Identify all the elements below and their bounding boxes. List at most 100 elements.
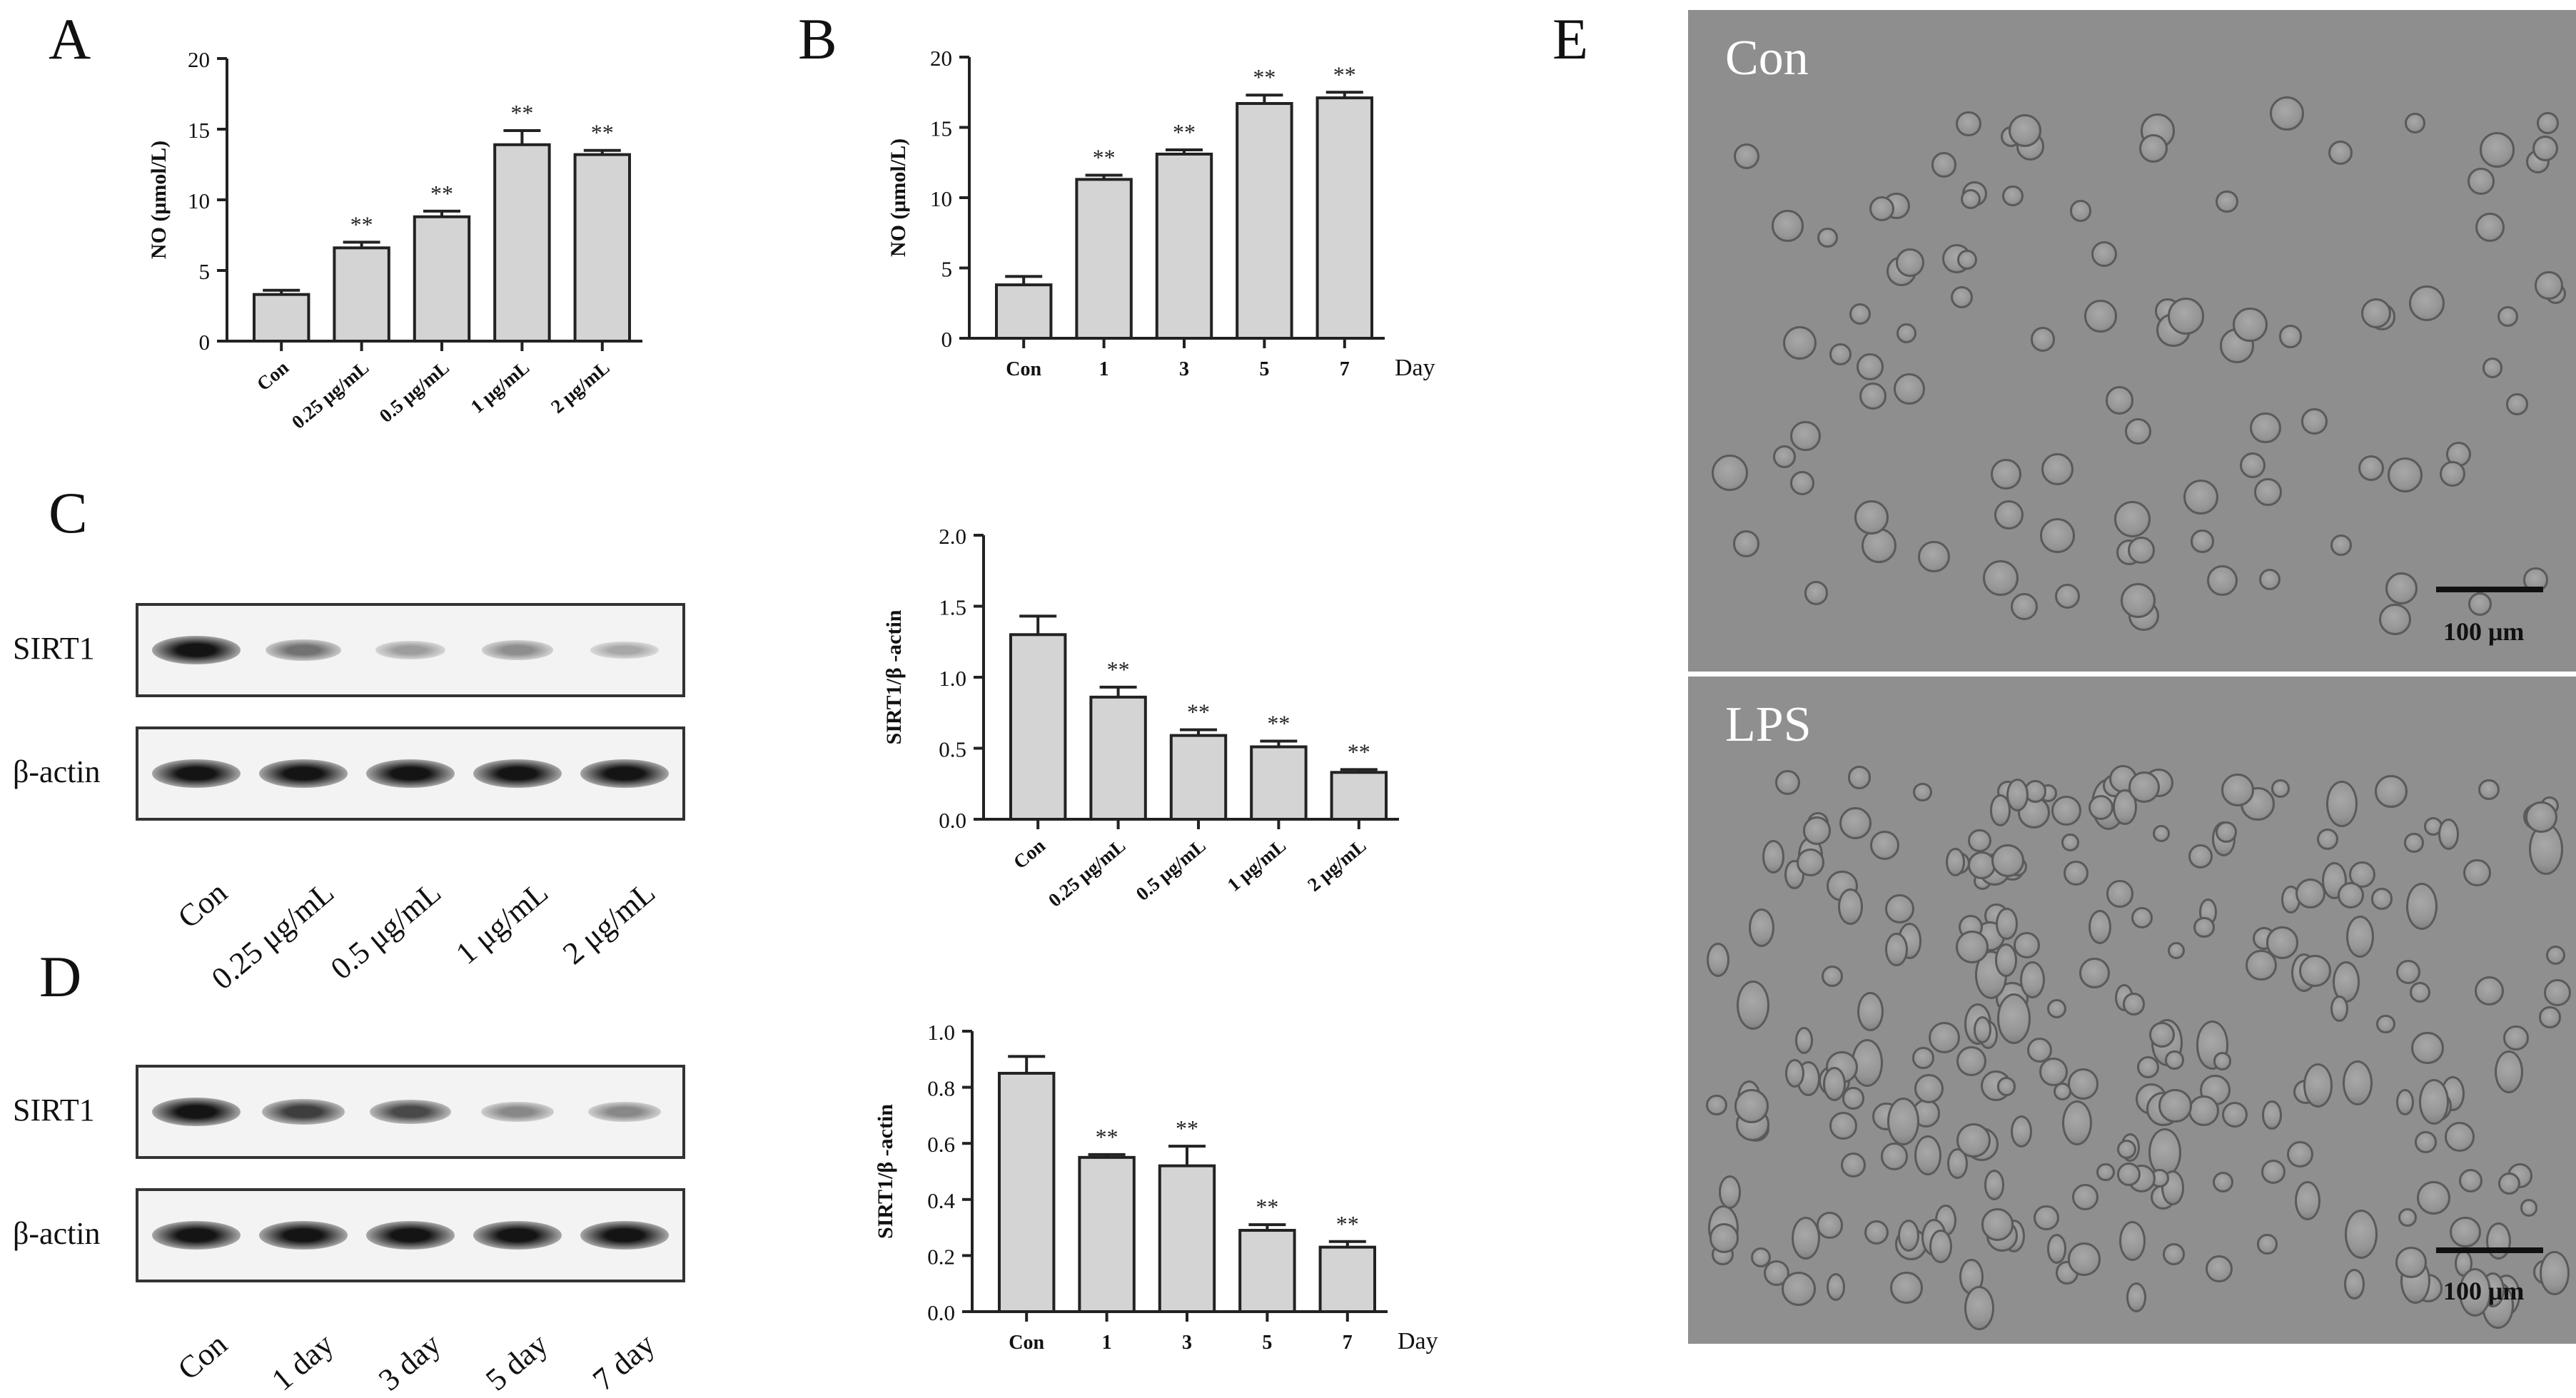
- micrograph-con: Con 100 μm: [1688, 10, 2576, 672]
- micrograph-cell: [2215, 821, 2237, 843]
- chart-a-significance-mark: **: [510, 100, 533, 126]
- micrograph-cell: [2298, 955, 2331, 988]
- chart-b-bar: [1315, 96, 1374, 340]
- micrograph-cell: [2106, 880, 2134, 908]
- micrograph-cell: [1789, 470, 1815, 496]
- micrograph-cell: [2091, 240, 2118, 268]
- chart-c-bar: [1009, 633, 1067, 821]
- micrograph-cell: [2395, 1247, 2427, 1278]
- micrograph-cell: [1804, 581, 1829, 605]
- micrograph-cell: [2468, 592, 2492, 616]
- micrograph-cell: [1967, 829, 1991, 853]
- blot-c-band: [473, 759, 562, 788]
- chart-c-significance-mark: **: [1187, 699, 1210, 725]
- micrograph-cell: [1829, 1112, 1857, 1140]
- blot-d-band: [580, 1221, 670, 1250]
- micrograph-cell: [1964, 1285, 1994, 1330]
- chart-d-y-axis-label: SIRT1/β -actin: [874, 1104, 897, 1239]
- chart-d-significance-mark: **: [1336, 1211, 1359, 1237]
- micrograph-cell: [2449, 1216, 2481, 1248]
- micrograph-cell: [2532, 136, 2558, 162]
- micrograph-cell: [2370, 888, 2393, 911]
- blot-c-band: [481, 640, 554, 660]
- chart-a-bar: [252, 293, 310, 343]
- micrograph-cell: [2404, 112, 2425, 133]
- micrograph-cell: [2405, 883, 2438, 930]
- chart-b-significance-mark: **: [1253, 64, 1276, 90]
- micrograph-cell: [1870, 831, 1900, 861]
- micrograph-cell: [2233, 307, 2268, 343]
- micrograph-cell: [1748, 908, 1775, 947]
- chart-b-x-tick-label: 3: [1179, 358, 1189, 380]
- micrograph-cell: [1947, 1148, 1968, 1179]
- micrograph-cell: [1840, 1153, 1867, 1178]
- chart-a-bar: [333, 246, 390, 343]
- micrograph-cell: [2221, 774, 2255, 807]
- micrograph-cell: [2439, 460, 2465, 487]
- micrograph-cell: [2408, 285, 2445, 321]
- micrograph-cell: [2253, 478, 2282, 506]
- micrograph-cell: [2330, 995, 2349, 1023]
- micrograph-cell: [2505, 393, 2528, 416]
- panel-letter-c: C: [49, 480, 88, 545]
- micrograph-cell: [2322, 861, 2348, 900]
- micrograph-cell: [2249, 412, 2281, 444]
- chart-b-y-tick-label: 5: [941, 257, 953, 282]
- micrograph-cell: [2067, 1242, 2101, 1276]
- micrograph-cell: [2478, 779, 2500, 801]
- micrograph-cell: [2468, 168, 2495, 195]
- micrograph-cell: [2039, 1058, 2068, 1087]
- micrograph-cell: [2358, 455, 2385, 482]
- micrograph-cell: [2105, 386, 2134, 415]
- micrograph-lps: LPS 100 μm: [1688, 677, 2576, 1344]
- blot-d-band: [258, 1221, 348, 1250]
- micrograph-cell: [1897, 1219, 1920, 1252]
- micrograph-cell: [2139, 133, 2168, 163]
- chart-d-x-tick-label: 3: [1182, 1332, 1192, 1354]
- chart-a-y-tick-label: 0: [199, 330, 211, 355]
- micrograph-cell: [2259, 568, 2281, 590]
- micrograph-cell: [1791, 1217, 1820, 1260]
- micrograph-cell: [2343, 1060, 2373, 1106]
- micrograph-cell: [2027, 1038, 2052, 1063]
- blot-c-band: [365, 759, 455, 788]
- micrograph-cell: [2338, 881, 2365, 909]
- micrograph-cell: [2063, 861, 2088, 886]
- micrograph-cell: [2330, 535, 2352, 557]
- blot-d-row-label: SIRT1: [13, 1093, 95, 1128]
- micrograph-cell: [2303, 1063, 2333, 1108]
- micrograph-cell: [2084, 300, 2117, 333]
- micrograph-cell: [1706, 943, 1729, 978]
- micrograph-cell: [2008, 114, 2041, 148]
- micrograph-cell: [1951, 285, 1974, 308]
- chart-b-x-tick-label: Con: [1006, 358, 1041, 380]
- blot-d-band: [365, 1221, 455, 1250]
- micrograph-cell: [2206, 1255, 2233, 1283]
- micrograph-cell: [2221, 1101, 2248, 1128]
- micrograph-cell: [2183, 480, 2218, 515]
- micrograph-cell: [1996, 1077, 2016, 1096]
- micrograph-cell: [2398, 1208, 2418, 1227]
- micrograph-cell: [2051, 795, 2081, 826]
- micrograph-cell: [1864, 1220, 1889, 1245]
- micrograph-cell: [1995, 943, 2018, 977]
- micrograph-cell: [1884, 932, 1908, 967]
- micrograph-cell: [2475, 213, 2505, 243]
- micrograph-cell: [2163, 1242, 2186, 1265]
- micrograph-cell: [1802, 816, 1832, 845]
- micrograph-cell: [2040, 517, 2076, 553]
- blot-d-band: [151, 1221, 241, 1250]
- chart-b-bar: [1155, 152, 1213, 340]
- micrograph-cell: [1734, 1089, 1769, 1124]
- micrograph-cell: [2417, 1180, 2450, 1215]
- chart-d-bar: [1318, 1245, 1377, 1313]
- chart-c-x-tick-label: 1 μg/mL: [1223, 835, 1290, 896]
- chart-d-bar: [997, 1071, 1056, 1313]
- micrograph-cell: [2165, 1050, 2184, 1070]
- chart-b-y-tick-label: 0: [941, 327, 953, 352]
- micrograph-cell: [2127, 537, 2155, 564]
- micrograph-cell: [2125, 418, 2152, 445]
- micrograph-cell: [2116, 1140, 2136, 1160]
- micrograph-cell: [1857, 353, 1884, 380]
- micrograph-cell: [1774, 769, 1801, 796]
